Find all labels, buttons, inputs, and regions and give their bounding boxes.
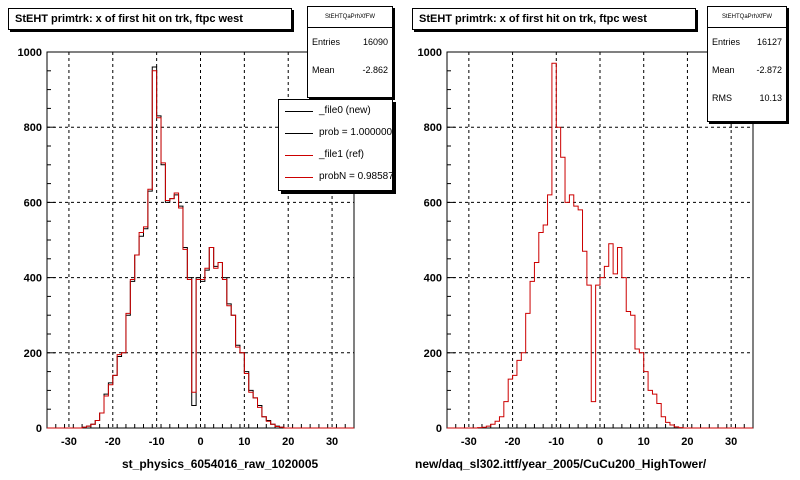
left-stats-mean: Mean -2.862	[312, 65, 388, 75]
y-tick-label: 800	[424, 122, 442, 134]
x-tick-label: 10	[238, 436, 250, 448]
y-tick-label: 200	[424, 348, 442, 360]
y-tick-label: 800	[24, 122, 42, 134]
x-tick-label: 0	[197, 436, 203, 448]
right-stats-entries: Entries 16127	[712, 37, 782, 47]
right-stats-rms: RMS 10.13	[712, 93, 782, 103]
y-tick-label: 1000	[418, 47, 442, 59]
left-plot-title: StEHT primtrk: x of first hit on trk, ft…	[8, 8, 292, 30]
right-plot-title: StEHT primtrk: x of first hit on trk, ft…	[412, 8, 696, 30]
x-tick-label: -10	[548, 436, 564, 448]
right-stats-name: StEHTQaPrhXfFW	[708, 7, 786, 28]
x-tick-label: -20	[505, 436, 521, 448]
x-tick-label: 20	[681, 436, 693, 448]
x-tick-label: 10	[638, 436, 650, 448]
x-tick-label: 20	[282, 436, 294, 448]
x-tick-label: 30	[326, 436, 338, 448]
right-histogram-plot: -30 -20 -10 0 10 20 30 0 200 400 600 800 1000	[418, 47, 754, 448]
x-tick-label: -30	[61, 436, 77, 448]
y-tick-label: 400	[24, 273, 42, 285]
left-stats-box: StEHTQaPrhXfFW Entries 16090 Mean -2.862	[307, 6, 393, 98]
histogram-series-0	[447, 62, 753, 429]
legend-entry-prob: prob = 1.000000	[279, 122, 392, 144]
y-tick-label: 600	[424, 197, 442, 209]
left-legend: _file0 (new) prob = 1.000000 _file1 (ref…	[278, 99, 393, 191]
y-tick-label: 1000	[18, 47, 42, 59]
legend-entry-file0: _file0 (new)	[279, 100, 392, 122]
x-tick-label: -20	[105, 436, 121, 448]
legend-entry-probn: probN = 0.985878	[279, 166, 392, 188]
left-x-axis-label: st_physics_6054016_raw_1020005	[122, 457, 319, 471]
y-tick-label: 400	[424, 273, 442, 285]
x-tick-label: -30	[461, 436, 477, 448]
x-tick-label: -10	[149, 436, 165, 448]
right-stats-box: StEHTQaPrhXfFW Entries 16127 Mean -2.872 R…	[707, 6, 787, 122]
y-tick-label: 0	[436, 423, 442, 435]
y-tick-label: 600	[24, 197, 42, 209]
right-stats-mean: Mean -2.872	[712, 65, 782, 75]
right-x-axis-label: new/daq_sl302.ittf/year_2005/CuCu200_Hig…	[415, 457, 707, 471]
y-tick-label: 200	[24, 348, 42, 360]
y-tick-label: 0	[36, 423, 42, 435]
x-tick-label: 30	[725, 436, 737, 448]
histogram-series-1	[47, 70, 354, 429]
left-stats-name: StEHTQaPrhXfFW	[308, 7, 392, 28]
left-stats-entries: Entries 16090	[312, 37, 388, 47]
legend-entry-file1: _file1 (ref)	[279, 144, 392, 166]
x-tick-label: 0	[597, 436, 603, 448]
